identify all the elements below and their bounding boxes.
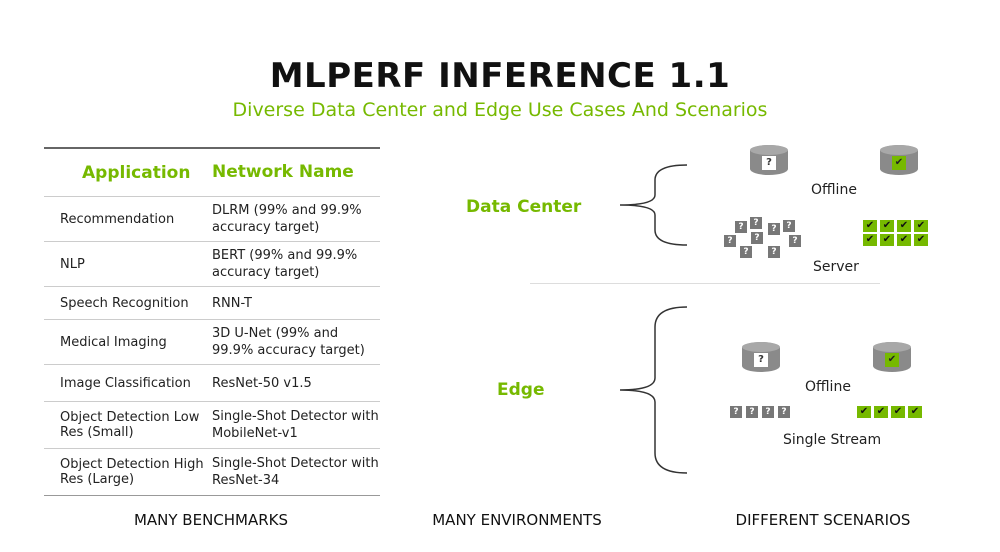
question-icon: ? [762,406,774,418]
question-icon: ? [724,235,736,247]
cell-application: Speech Recognition [60,295,189,311]
check-icon: ✔ [897,234,911,246]
header-network-name: Network Name [212,162,354,182]
caption-benchmarks: MANY BENCHMARKS [133,511,289,529]
slide-subtitle: Diverse Data Center and Edge Use Cases A… [232,99,768,121]
table-row: Object Detection Low Res (Small) Single-S… [44,402,380,449]
check-icon: ✔ [857,406,871,418]
cell-application: Medical Imaging [60,334,167,350]
check-icon: ✔ [880,220,894,232]
table-header: Application Network Name [44,149,380,197]
label-edge-offline: Offline [805,379,851,395]
table-row: Object Detection High Res (Large) Single-… [44,449,380,496]
check-icon: ✔ [914,234,928,246]
question-icon: ? [751,232,763,244]
benchmark-table: Application Network Name Recommendation D… [44,147,380,496]
check-icon: ✔ [891,406,905,418]
check-icon: ✔ [863,234,877,246]
cell-network: Single-Shot Detector with ResNet-34 [212,456,379,488]
question-icon: ? [783,220,795,232]
cell-network: ResNet-50 v1.5 [212,375,312,391]
dataset-icon: ? [750,145,788,175]
label-dc-offline: Offline [811,182,857,198]
dataset-done-icon: ✔ [873,342,911,372]
question-icon: ? [778,406,790,418]
cell-network: BERT (99% and 99.9% accuracy target) [212,248,358,280]
table-row: Medical Imaging 3D U-Net (99% and 99.9% a… [44,320,380,365]
question-icon: ? [768,223,780,235]
check-icon: ✔ [914,220,928,232]
question-icon: ? [730,406,742,418]
cell-application: Recommendation [60,211,175,227]
question-icon: ? [746,406,758,418]
table-row: Recommendation DLRM (99% and 99.9% accura… [44,197,380,242]
table-row: NLP BERT (99% and 99.9% accuracy target) [44,242,380,287]
header-application: Application [82,162,191,183]
question-icon: ? [750,217,762,229]
dataset-icon: ? [742,342,780,372]
label-dc-server: Server [813,259,859,275]
question-icon: ? [735,221,747,233]
cell-application: Image Classification [60,375,191,391]
check-icon: ✔ [880,234,894,246]
brace-data-center [619,164,688,246]
cell-network: 3D U-Net (99% and 99.9% accuracy target) [212,326,365,358]
cell-network: RNN-T [212,295,252,311]
cell-application: Object Detection High Res (Large) [60,457,204,487]
check-icon: ✔ [863,220,877,232]
cell-application: NLP [60,256,85,272]
dataset-done-icon: ✔ [880,145,918,175]
env-data-center: Data Center [466,197,582,217]
divider [530,283,880,284]
check-icon: ✔ [897,220,911,232]
table-row: Image Classification ResNet-50 v1.5 [44,365,380,402]
label-edge-single-stream: Single Stream [783,432,882,448]
question-icon: ? [789,235,801,247]
cell-application: Object Detection Low Res (Small) [60,410,200,440]
env-edge: Edge [497,380,545,400]
check-icon: ✔ [874,406,888,418]
cell-network: Single-Shot Detector with MobileNet-v1 [212,409,379,441]
question-icon: ? [740,246,752,258]
brace-edge [619,306,688,474]
table-row: Speech Recognition RNN-T [44,287,380,320]
question-icon: ? [768,246,780,258]
check-icon: ✔ [908,406,922,418]
slide-title: MLPERF INFERENCE 1.1 [269,56,731,96]
cell-network: DLRM (99% and 99.9% accuracy target) [212,203,362,235]
caption-scenarios: DIFFERENT SCENARIOS [735,511,911,529]
caption-environments: MANY ENVIRONMENTS [432,511,602,529]
